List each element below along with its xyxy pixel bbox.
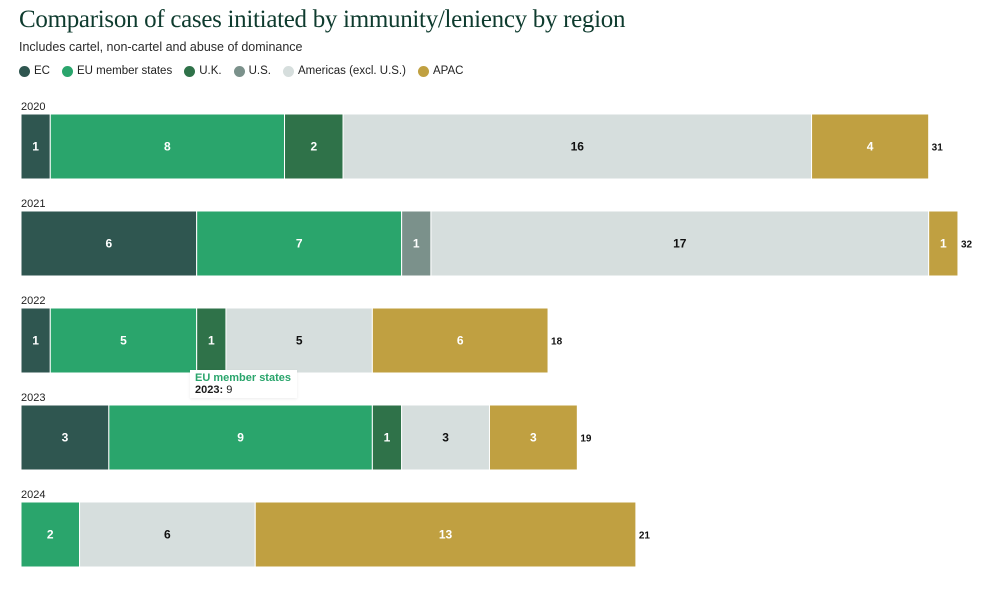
bar-segment[interactable] bbox=[371, 404, 403, 471]
bar-segment[interactable] bbox=[342, 113, 813, 180]
legend-label: APAC bbox=[432, 65, 464, 77]
legend-swatch bbox=[184, 65, 196, 77]
segment-value-label: 1 bbox=[413, 237, 420, 251]
hover-tooltip: EU member states 2023: 9 bbox=[190, 370, 297, 398]
legend-swatch bbox=[282, 65, 294, 77]
legend-label: Americas (excl. U.S.) bbox=[297, 65, 406, 77]
segment-value-label: 4 bbox=[867, 140, 874, 154]
bar-total-label: 32 bbox=[961, 240, 973, 251]
segment-value-label: 6 bbox=[105, 237, 112, 251]
bar-segment[interactable] bbox=[225, 307, 373, 374]
chart-legend: EC EU member states U.K. U.S. Americas (excl… bbox=[19, 65, 475, 77]
year-label: 2022 bbox=[21, 295, 45, 307]
bar-segment[interactable] bbox=[401, 404, 490, 471]
segment-value-label: 3 bbox=[442, 431, 449, 445]
bar-total-label: 21 bbox=[639, 531, 651, 542]
segment-value-label: 1 bbox=[208, 334, 215, 348]
legend-item[interactable]: APAC bbox=[417, 65, 464, 77]
segment-value-label: 17 bbox=[673, 237, 687, 251]
segment-value-label: 6 bbox=[164, 528, 171, 542]
legend-swatch bbox=[61, 65, 73, 77]
year-label: 2023 bbox=[21, 392, 45, 404]
segment-value-label: 2 bbox=[310, 140, 317, 154]
bar-total-label: 19 bbox=[580, 434, 592, 445]
segment-value-label: 1 bbox=[384, 431, 391, 445]
segment-value-label: 6 bbox=[457, 334, 464, 348]
segment-value-label: 3 bbox=[62, 431, 69, 445]
bar-segment[interactable] bbox=[20, 210, 198, 277]
segment-value-label: 7 bbox=[296, 237, 303, 251]
segment-value-label: 5 bbox=[296, 334, 303, 348]
year-label: 2024 bbox=[21, 489, 45, 501]
legend-swatch bbox=[19, 65, 30, 77]
tooltip-series-name: EU member states bbox=[195, 372, 291, 384]
legend-label: EC bbox=[34, 65, 50, 77]
legend-item[interactable]: EC bbox=[19, 65, 50, 77]
segment-value-label: 8 bbox=[164, 140, 171, 154]
bar-segment[interactable] bbox=[430, 210, 930, 277]
bar-segment[interactable] bbox=[108, 404, 373, 471]
segment-value-label: 1 bbox=[32, 140, 39, 154]
tooltip-value: 9 bbox=[226, 384, 233, 396]
chart-subtitle: Includes cartel, non-cartel and abuse of… bbox=[19, 40, 303, 54]
year-label: 2021 bbox=[21, 198, 45, 210]
segment-value-label: 5 bbox=[120, 334, 127, 348]
tooltip-year: 2023: bbox=[195, 384, 224, 396]
bar-segment[interactable] bbox=[811, 113, 930, 180]
segment-value-label: 1 bbox=[32, 334, 39, 348]
legend-item[interactable]: EU member states bbox=[61, 65, 173, 77]
segment-value-label: 2 bbox=[47, 528, 54, 542]
bar-segment[interactable] bbox=[196, 307, 227, 374]
segment-value-label: 3 bbox=[530, 431, 537, 445]
legend-label: EU member states bbox=[76, 65, 173, 77]
bar-total-label: 31 bbox=[932, 143, 944, 154]
legend-label: U.K. bbox=[199, 65, 222, 77]
legend-label: U.S. bbox=[248, 65, 271, 77]
bar-segment[interactable] bbox=[20, 404, 110, 471]
bar-segment[interactable] bbox=[20, 501, 81, 568]
segment-value-label: 9 bbox=[237, 431, 244, 445]
segment-value-label: 16 bbox=[571, 140, 585, 154]
legend-item[interactable]: Americas (excl. U.S.) bbox=[282, 65, 406, 77]
segment-value-label: 1 bbox=[940, 237, 947, 251]
bar-segment[interactable] bbox=[20, 307, 51, 374]
bar-segment[interactable] bbox=[371, 307, 549, 374]
bar-segment[interactable] bbox=[488, 404, 578, 471]
legend-item[interactable]: U.K. bbox=[184, 65, 222, 77]
segment-value-label: 13 bbox=[439, 528, 453, 542]
legend-item[interactable]: U.S. bbox=[233, 65, 271, 77]
bar-segment[interactable] bbox=[196, 210, 403, 277]
bar-segment[interactable] bbox=[254, 501, 637, 568]
legend-swatch bbox=[417, 65, 429, 77]
bar-segment[interactable] bbox=[79, 501, 256, 568]
bar-total-label: 18 bbox=[551, 337, 563, 348]
bar-segment[interactable] bbox=[928, 210, 959, 277]
legend-swatch bbox=[233, 65, 245, 77]
chart-title: Comparison of cases initiated by immunit… bbox=[19, 6, 626, 33]
year-label: 2020 bbox=[21, 101, 45, 113]
bar-segment[interactable] bbox=[49, 307, 198, 374]
